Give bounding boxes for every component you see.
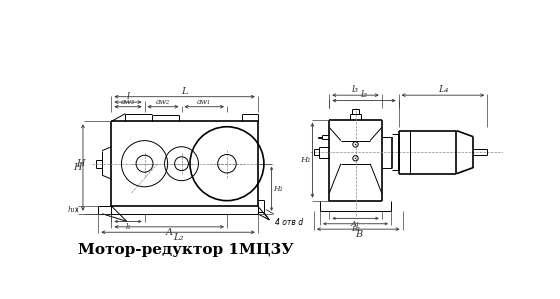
Text: аw₁: аw₁ — [197, 98, 211, 106]
Text: A₁: A₁ — [351, 219, 360, 228]
Text: L₂: L₂ — [173, 234, 183, 242]
Text: H: H — [73, 163, 81, 172]
Text: l: l — [127, 92, 129, 101]
Text: H₁: H₁ — [300, 156, 311, 164]
Text: H: H — [76, 158, 85, 167]
Text: 4 отв d: 4 отв d — [267, 210, 303, 227]
Circle shape — [355, 158, 356, 159]
Text: аw₂: аw₂ — [156, 98, 170, 106]
Circle shape — [355, 144, 356, 145]
Text: h₁: h₁ — [67, 206, 75, 214]
Text: Мотор-редуктор 1МЦ3У: Мотор-редуктор 1МЦ3У — [77, 243, 293, 257]
Text: A: A — [166, 228, 172, 237]
Text: B₁: B₁ — [351, 225, 360, 233]
Text: l₃: l₃ — [352, 85, 359, 94]
Text: l₁: l₁ — [125, 222, 130, 231]
Text: H₁: H₁ — [273, 185, 283, 193]
Text: B: B — [354, 230, 362, 239]
Text: l₂: l₂ — [361, 90, 367, 99]
Text: L: L — [181, 86, 188, 96]
Text: аw₃: аw₃ — [121, 98, 135, 106]
Text: L₄: L₄ — [438, 85, 448, 94]
